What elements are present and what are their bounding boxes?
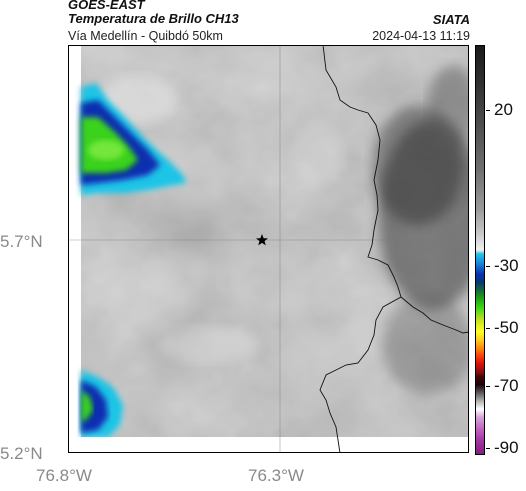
colorbar-label-minus50: -50	[494, 318, 519, 337]
boundary-lines	[319, 45, 469, 453]
lat-label-5-7n: 5.7°N	[0, 232, 43, 251]
star-icon	[256, 234, 268, 246]
product-title: Temperatura de Brillo CH13	[68, 11, 239, 26]
organization-label: SIATA	[432, 12, 470, 27]
colorbar-tick	[486, 386, 490, 387]
colorbar-label-minus70: -70	[494, 376, 519, 395]
region-subtitle: Vía Medellín - Quibdó 50km	[68, 29, 223, 43]
satellite-name: GOES-EAST	[68, 0, 145, 12]
cold-cloud-top-south	[81, 370, 123, 437]
temperature-colorbar	[475, 45, 485, 455]
colorbar-label-20: 20	[494, 100, 513, 119]
lat-label-5-2n: 5.2°N	[0, 444, 43, 463]
colorbar-label-minus30: -30	[494, 256, 519, 275]
graticule	[68, 45, 469, 453]
cold-cloud-top-north	[81, 83, 186, 195]
cloud-field	[81, 45, 469, 437]
lon-label-76-3w: 76.3°W	[248, 466, 304, 485]
colorbar-tick	[486, 328, 490, 329]
lon-label-76-8w: 76.8°W	[36, 466, 92, 485]
colorbar-tick	[486, 110, 490, 111]
colorbar-tick	[486, 266, 490, 267]
satellite-map	[68, 45, 469, 453]
colorbar-tick	[486, 448, 490, 449]
timestamp: 2024-04-13 11:19	[372, 29, 470, 43]
colorbar-label-minus90: -90	[494, 438, 519, 457]
